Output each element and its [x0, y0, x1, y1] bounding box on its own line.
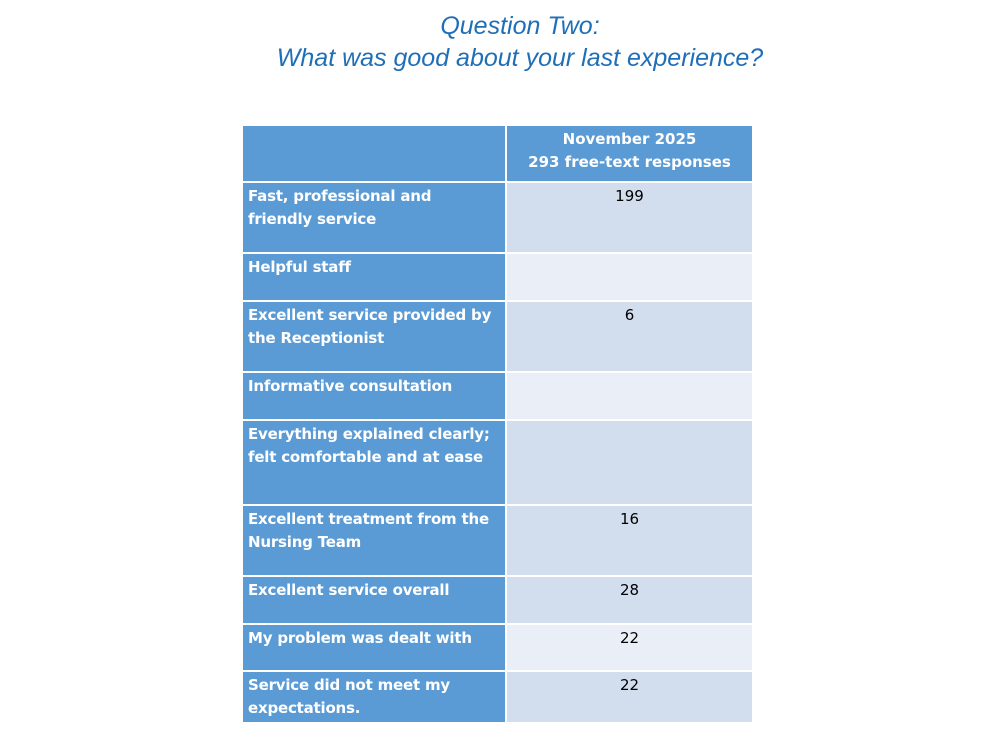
row-value: 6: [505, 300, 754, 373]
row-value: 28: [505, 575, 754, 625]
results-table: November 2025 293 free-text responses Fa…: [241, 124, 754, 724]
page-title: Question Two: What was good about your l…: [0, 10, 1000, 74]
title-line-2: What was good about your last experience…: [276, 44, 764, 72]
column-header-period: November 2025: [562, 130, 697, 148]
column-header-responses: 293 free-text responses: [528, 153, 731, 171]
header-empty-cell: [241, 124, 507, 183]
row-value: 22: [505, 670, 754, 724]
row-label: Excellent treatment from the Nursing Tea…: [241, 504, 507, 577]
table-row: Helpful staff: [241, 252, 754, 302]
title-line-1: Question Two:: [440, 12, 600, 40]
row-value: 22: [505, 623, 754, 672]
table-row: Service did not meet my expectations. 22: [241, 670, 754, 724]
row-label: Informative consultation: [241, 371, 507, 421]
row-label: Fast, professional and friendly service: [241, 181, 507, 254]
row-value: [505, 252, 754, 302]
table-row: Informative consultation: [241, 371, 754, 421]
column-header: November 2025 293 free-text responses: [505, 124, 754, 183]
table-row: Excellent service provided by the Recept…: [241, 300, 754, 373]
row-value: 199: [505, 181, 754, 254]
row-value: [505, 419, 754, 506]
row-label: My problem was dealt with: [241, 623, 507, 672]
table-row: Everything explained clearly; felt comfo…: [241, 419, 754, 506]
row-value: [505, 371, 754, 421]
row-label: Excellent service overall: [241, 575, 507, 625]
table-row: Excellent treatment from the Nursing Tea…: [241, 504, 754, 577]
table-row: Fast, professional and friendly service …: [241, 181, 754, 254]
row-value: 16: [505, 504, 754, 577]
table-row: My problem was dealt with 22: [241, 623, 754, 672]
row-label: Helpful staff: [241, 252, 507, 302]
row-label: Excellent service provided by the Recept…: [241, 300, 507, 373]
row-label: Everything explained clearly; felt comfo…: [241, 419, 507, 506]
table-row: Excellent service overall 28: [241, 575, 754, 625]
row-label: Service did not meet my expectations.: [241, 670, 507, 724]
table-header-row: November 2025 293 free-text responses: [241, 124, 754, 183]
